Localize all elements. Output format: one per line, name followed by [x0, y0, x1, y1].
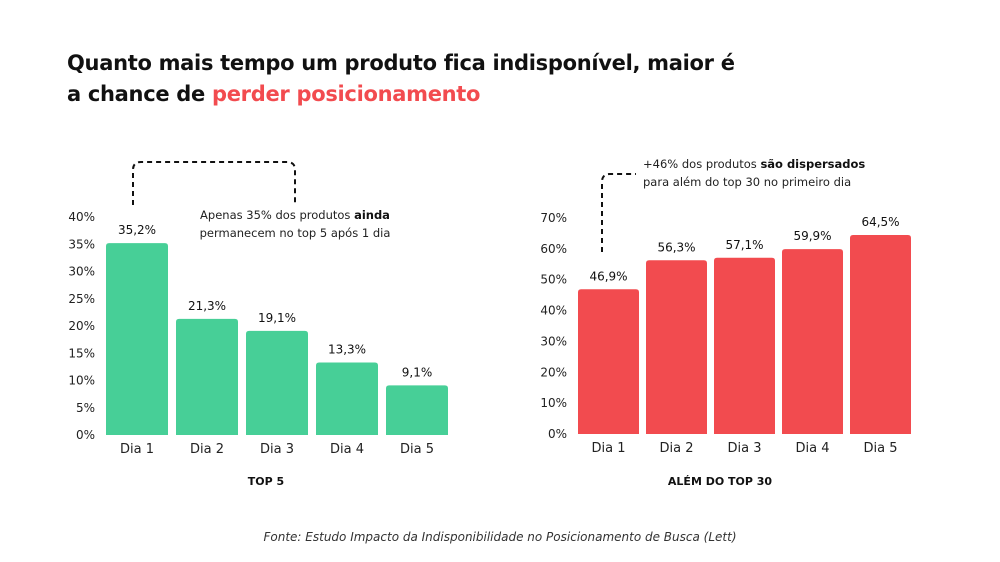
top30-x-tick-label: Dia 1 — [592, 441, 626, 456]
top30-y-tick-label: 10% — [540, 396, 567, 410]
top30-x-tick-label: Dia 2 — [660, 441, 694, 456]
headline-highlight: perder posicionamento — [212, 82, 481, 106]
top30-chart-title: ALÉM DO TOP 30 — [668, 475, 773, 488]
top5-y-tick-label: 5% — [76, 401, 95, 415]
top30-bar — [578, 289, 639, 434]
top5-y-tick-label: 30% — [68, 265, 95, 279]
chart-alem-do-top-30: 0% 10% 20% 30% 40% 50% 60% 70% 46,9% 56,3% 57,1% 5… — [540, 157, 911, 488]
top5-value-label: 19,1% — [258, 311, 296, 325]
top30-y-tick-label: 70% — [540, 211, 567, 225]
top30-y-tick-label: 60% — [540, 242, 567, 256]
top5-x-tick-label: Dia 4 — [330, 442, 364, 457]
top5-chart-title: TOP 5 — [248, 475, 284, 488]
top30-annotation-line-1: +46% dos produtos são dispersados — [643, 157, 865, 171]
top5-bar — [106, 243, 168, 435]
top30-value-label: 57,1% — [725, 238, 763, 252]
top5-y-tick-label: 35% — [68, 237, 95, 251]
top30-x-tick-label: Dia 4 — [796, 441, 830, 456]
top30-bar — [714, 257, 775, 434]
top30-bar — [782, 249, 843, 434]
top30-y-tick-label: 20% — [540, 365, 567, 379]
top5-y-tick-label: 0% — [76, 428, 95, 442]
top5-bars: 35,2% 21,3% 19,1% 13,3% 9,1% — [106, 223, 448, 435]
top5-x-axis: Dia 1 Dia 2 Dia 3 Dia 4 Dia 5 — [120, 442, 434, 457]
top5-y-tick-label: 20% — [68, 319, 95, 333]
top30-annotation-line-2: para além do top 30 no primeiro dia — [643, 175, 851, 189]
top30-annotation-bracket — [601, 173, 636, 252]
top30-x-tick-label: Dia 3 — [728, 441, 762, 456]
top5-bar — [316, 362, 378, 435]
top30-bar — [646, 260, 707, 434]
top5-annotation-line-2: permanecem no top 5 após 1 dia — [200, 226, 391, 240]
top30-value-label: 59,9% — [793, 229, 831, 243]
top5-x-tick-label: Dia 1 — [120, 442, 154, 457]
headline-prefix: a chance de — [67, 82, 212, 106]
top5-y-tick-label: 25% — [68, 292, 95, 306]
top5-value-label: 35,2% — [118, 223, 156, 237]
top30-value-label: 64,5% — [861, 215, 899, 229]
top5-value-label: 21,3% — [188, 299, 226, 313]
top5-bar — [176, 318, 238, 435]
top5-value-label: 9,1% — [402, 365, 433, 379]
top5-value-label: 13,3% — [328, 343, 366, 357]
top30-value-label: 46,9% — [589, 269, 627, 283]
top5-annotation-bracket — [132, 161, 296, 205]
top5-y-axis: 0% 5% 10% 15% 20% 25% 30% 35% 40% — [68, 210, 95, 442]
top30-x-axis: Dia 1 Dia 2 Dia 3 Dia 4 Dia 5 — [592, 441, 898, 456]
top30-bars: 46,9% 56,3% 57,1% 59,9% 64,5% — [578, 215, 911, 434]
top30-y-tick-label: 0% — [548, 427, 567, 441]
top5-x-tick-label: Dia 5 — [400, 442, 434, 457]
headline-line-2: a chance de perder posicionamento — [67, 79, 927, 110]
top5-y-tick-label: 40% — [68, 210, 95, 224]
top30-y-tick-label: 40% — [540, 304, 567, 318]
top5-y-tick-label: 15% — [68, 346, 95, 360]
top30-y-axis: 0% 10% 20% 30% 40% 50% 60% 70% — [540, 211, 567, 441]
top30-y-tick-label: 50% — [540, 273, 567, 287]
headline: Quanto mais tempo um produto fica indisp… — [67, 48, 927, 110]
top30-y-tick-label: 30% — [540, 334, 567, 348]
top30-bar — [850, 234, 911, 434]
chart-top-5: 0% 5% 10% 15% 20% 25% 30% 35% 40% 35,2% 21,3% 19,1… — [68, 161, 448, 488]
top5-bar — [386, 385, 448, 435]
top5-x-tick-label: Dia 2 — [190, 442, 224, 457]
top5-annotation-line-1: Apenas 35% dos produtos ainda — [200, 208, 390, 222]
headline-line-1: Quanto mais tempo um produto fica indisp… — [67, 51, 735, 75]
top5-bar — [246, 330, 308, 435]
source-note: Fonte: Estudo Impacto da Indisponibilida… — [263, 530, 737, 544]
top5-x-tick-label: Dia 3 — [260, 442, 294, 457]
top30-x-tick-label: Dia 5 — [864, 441, 898, 456]
top5-y-tick-label: 10% — [68, 374, 95, 388]
top30-value-label: 56,3% — [657, 240, 695, 254]
